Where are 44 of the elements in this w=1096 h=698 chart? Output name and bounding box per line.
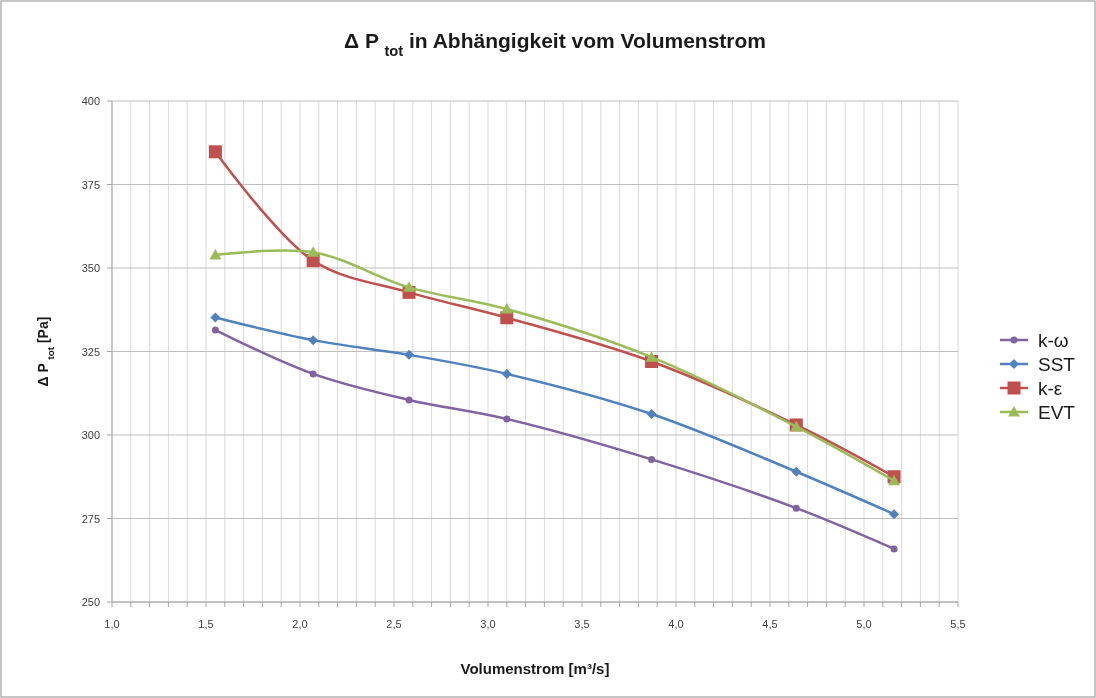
point bbox=[309, 370, 317, 378]
y-tick-label: 400 bbox=[81, 95, 100, 107]
point bbox=[888, 474, 901, 486]
y-tick-label: 350 bbox=[81, 262, 100, 274]
x-tick-label: 5,0 bbox=[856, 618, 872, 630]
point bbox=[307, 246, 320, 257]
x-tick-label: 3,5 bbox=[574, 618, 590, 630]
point bbox=[404, 349, 415, 360]
point bbox=[308, 335, 319, 346]
point bbox=[501, 368, 512, 379]
y-tick-label: 300 bbox=[81, 429, 100, 441]
point bbox=[209, 248, 222, 260]
x-tick-label: 4,0 bbox=[668, 618, 684, 630]
point bbox=[890, 545, 898, 553]
point bbox=[500, 303, 513, 314]
x-tick-label: 4,5 bbox=[762, 618, 778, 630]
y-tick-label: 375 bbox=[81, 178, 100, 191]
point bbox=[645, 351, 658, 362]
point bbox=[403, 281, 416, 292]
legend-label: k-ω bbox=[1038, 330, 1069, 351]
y-tick-label: 325 bbox=[81, 345, 100, 358]
legend-label: EVT bbox=[1038, 402, 1076, 423]
x-axis-title: Volumenstrom [m³/s] bbox=[460, 660, 610, 677]
chart-title: Δ P $_{tot}$ in Abhängigkeit vom Volumenstrom bbox=[343, 29, 767, 59]
point bbox=[791, 466, 802, 477]
x-tick-label: 2,5 bbox=[386, 618, 402, 630]
legend-label: k-ε bbox=[1038, 378, 1063, 399]
point bbox=[210, 312, 221, 323]
point bbox=[503, 415, 511, 423]
point bbox=[648, 455, 656, 463]
y-tick-label: 250 bbox=[81, 596, 100, 608]
x-tick-label: 1,5 bbox=[198, 618, 214, 630]
point bbox=[405, 396, 413, 404]
x-tick-label: 5,5 bbox=[950, 618, 966, 630]
x-tick-label: 1,0 bbox=[104, 618, 120, 630]
y-tick-label: 275 bbox=[81, 512, 100, 525]
x-tick-label: 2,0 bbox=[292, 618, 308, 630]
point bbox=[208, 145, 222, 159]
point bbox=[792, 504, 800, 512]
point bbox=[889, 509, 900, 520]
legend-label: SST bbox=[1038, 354, 1076, 375]
point bbox=[211, 326, 219, 334]
point bbox=[646, 408, 657, 419]
x-tick-label: 3,0 bbox=[480, 618, 496, 630]
